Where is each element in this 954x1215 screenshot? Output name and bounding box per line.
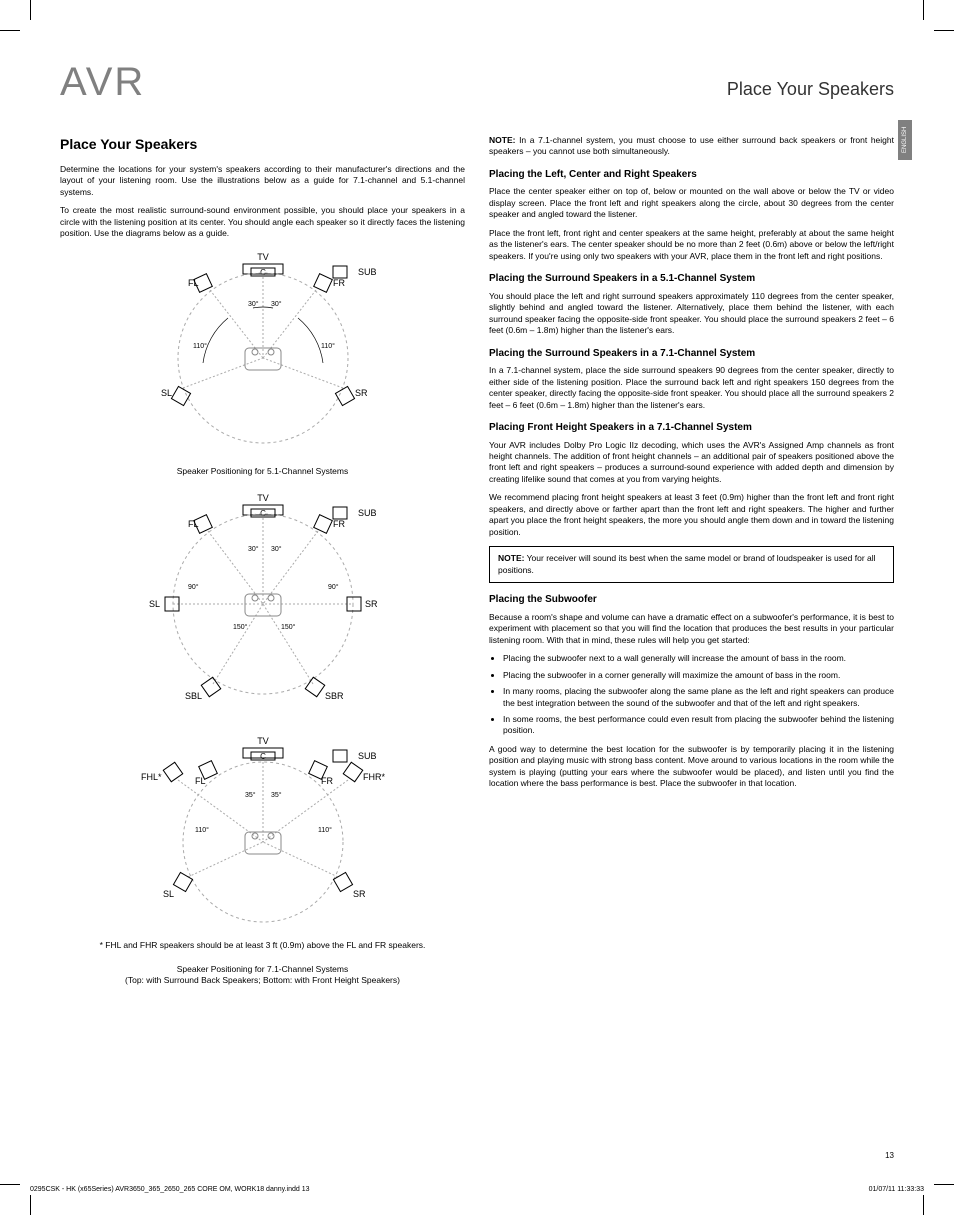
- body-text: Place the center speaker either on top o…: [489, 186, 894, 220]
- svg-text:FL: FL: [195, 776, 206, 786]
- crop-mark: [30, 1195, 31, 1215]
- svg-text:30°: 30°: [271, 545, 282, 553]
- svg-text:FR: FR: [321, 776, 333, 786]
- page-header: AVR Place Your Speakers: [60, 60, 894, 105]
- c-label: C: [260, 268, 266, 277]
- note-text: NOTE: In a 7.1-channel system, you must …: [489, 135, 894, 158]
- svg-text:FHR*: FHR*: [363, 772, 385, 782]
- svg-text:TV: TV: [257, 493, 269, 503]
- heading-surround-71: Placing the Surround Speakers in a 7.1-C…: [489, 347, 894, 361]
- diagram-caption-71: Speaker Positioning for 7.1-Channel Syst…: [60, 964, 465, 987]
- header-section-title: Place Your Speakers: [727, 79, 894, 100]
- fl-label: FL: [188, 278, 199, 288]
- heading-lcr: Placing the Left, Center and Right Speak…: [489, 168, 894, 182]
- subwoofer-tips-list: Placing the subwoofer next to a wall gen…: [489, 653, 894, 737]
- svg-text:150°: 150°: [233, 623, 248, 631]
- page-number: 13: [885, 1151, 894, 1160]
- body-text: A good way to determine the best locatio…: [489, 744, 894, 790]
- sub-label: SUB: [358, 267, 377, 277]
- svg-text:C: C: [260, 752, 266, 761]
- svg-text:SBR: SBR: [325, 691, 344, 701]
- svg-text:SUB: SUB: [358, 508, 377, 518]
- left-column: Place Your Speakers Determine the locati…: [60, 135, 465, 999]
- svg-text:110°: 110°: [195, 826, 209, 834]
- heading-front-height: Placing Front Height Speakers in a 7.1-C…: [489, 421, 894, 435]
- body-text: Place the front left, front right and ce…: [489, 228, 894, 262]
- angle-110: 110°: [321, 342, 335, 350]
- svg-text:SUB: SUB: [358, 751, 377, 761]
- crop-mark: [0, 30, 20, 31]
- svg-text:FL: FL: [188, 519, 199, 529]
- svg-text:C: C: [260, 509, 266, 518]
- crop-mark: [934, 30, 954, 31]
- tv-label: TV: [257, 252, 269, 262]
- sl-label: SL: [161, 388, 172, 398]
- list-item: In some rooms, the best performance coul…: [503, 714, 894, 737]
- note-box-body: Your receiver will sound its best when t…: [498, 553, 876, 574]
- svg-text:35°: 35°: [245, 791, 256, 799]
- logo-text: AVR: [60, 60, 145, 105]
- body-text: You should place the left and right surr…: [489, 291, 894, 337]
- svg-text:TV: TV: [257, 736, 269, 746]
- crop-mark: [0, 1184, 20, 1185]
- angle-30: 30°: [271, 300, 282, 308]
- svg-text:35°: 35°: [271, 791, 282, 799]
- svg-text:SL: SL: [163, 889, 174, 899]
- diagram-51: TV C SUB FL FR: [60, 248, 465, 458]
- angle-110: 110°: [193, 342, 207, 350]
- body-text: To create the most realistic surround-so…: [60, 205, 465, 239]
- note-body: In a 7.1-channel system, you must choose…: [489, 135, 894, 156]
- body-text: In a 7.1-channel system, place the side …: [489, 365, 894, 411]
- diagram-71-height: TV C SUB FL FR FHL* FHR*: [60, 732, 465, 932]
- note-box: NOTE: Your receiver will sound its best …: [489, 546, 894, 583]
- list-item: In many rooms, placing the subwoofer alo…: [503, 686, 894, 709]
- footer-left: 0295CSK - HK (x65Series) AVR3650_365_265…: [30, 1186, 310, 1193]
- list-item: Placing the subwoofer next to a wall gen…: [503, 653, 894, 664]
- body-text: Determine the locations for your system'…: [60, 164, 465, 198]
- svg-text:90°: 90°: [188, 583, 199, 591]
- heading-subwoofer: Placing the Subwoofer: [489, 593, 894, 607]
- list-item: Placing the subwoofer in a corner genera…: [503, 670, 894, 681]
- angle-30: 30°: [248, 300, 259, 308]
- diagram-caption: Speaker Positioning for 5.1-Channel Syst…: [60, 466, 465, 477]
- body-text: Your AVR includes Dolby Pro Logic IIz de…: [489, 440, 894, 486]
- right-column: NOTE: In a 7.1-channel system, you must …: [489, 135, 894, 999]
- body-text: Because a room's shape and volume can ha…: [489, 612, 894, 646]
- imposition-footer: 0295CSK - HK (x65Series) AVR3650_365_265…: [30, 1186, 924, 1193]
- body-text: We recommend placing front height speake…: [489, 492, 894, 538]
- svg-text:SR: SR: [353, 889, 366, 899]
- crop-mark: [30, 0, 31, 20]
- language-tab: ENGLISH: [898, 120, 912, 160]
- footer-right: 01/07/11 11:33:33: [869, 1186, 924, 1193]
- svg-text:FHL*: FHL*: [141, 772, 162, 782]
- fr-label: FR: [333, 278, 345, 288]
- heading-surround-51: Placing the Surround Speakers in a 5.1-C…: [489, 272, 894, 286]
- crop-mark: [923, 0, 924, 20]
- svg-text:110°: 110°: [318, 826, 332, 834]
- two-column-layout: Place Your Speakers Determine the locati…: [60, 135, 894, 999]
- svg-text:FR: FR: [333, 519, 345, 529]
- section-title: Place Your Speakers: [60, 135, 465, 154]
- svg-text:SR: SR: [365, 599, 378, 609]
- crop-mark: [934, 1184, 954, 1185]
- svg-text:90°: 90°: [328, 583, 339, 591]
- svg-text:SBL: SBL: [185, 691, 202, 701]
- page-content: AVR Place Your Speakers ENGLISH Place Yo…: [60, 60, 894, 1155]
- crop-mark: [923, 1195, 924, 1215]
- fhl-note: * FHL and FHR speakers should be at leas…: [60, 940, 465, 951]
- sr-label: SR: [355, 388, 368, 398]
- svg-text:150°: 150°: [281, 623, 296, 631]
- svg-text:30°: 30°: [248, 545, 259, 553]
- diagram-71-back: TV C SUB FL FR 30°: [60, 489, 465, 724]
- svg-text:SL: SL: [149, 599, 160, 609]
